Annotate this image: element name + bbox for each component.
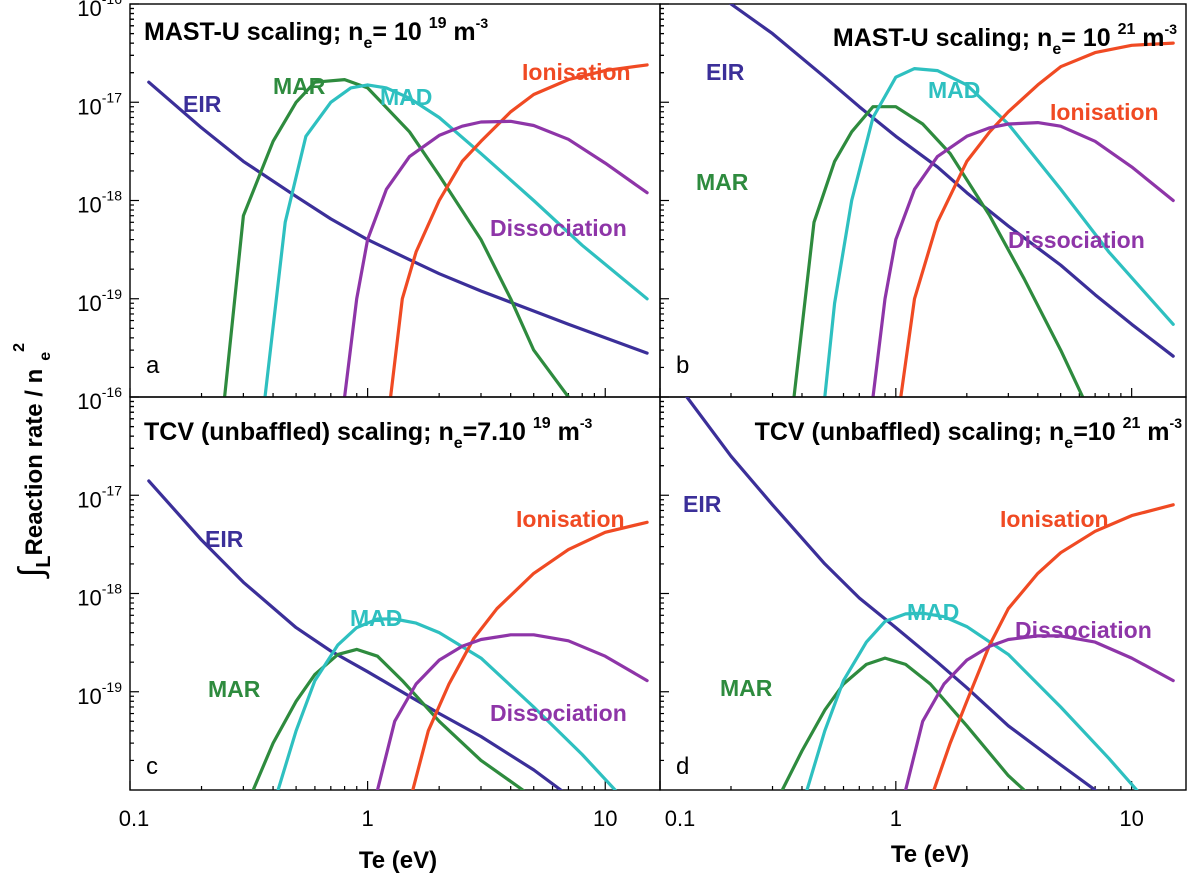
series-line-ionisation — [411, 520, 649, 790]
series-line-mad — [805, 611, 1139, 790]
series-line-dissociation — [904, 634, 1175, 790]
y-tick-label: 10-16 — [77, 384, 122, 414]
y-tick-label: 10-19 — [77, 286, 122, 316]
series-line-ionisation — [932, 503, 1175, 790]
series-line-dissociation — [871, 121, 1175, 397]
panel-d-curves — [685, 397, 1175, 790]
series-line-eir — [685, 397, 1097, 790]
series-line-mar — [251, 647, 525, 790]
panel-a-letter: a — [146, 352, 160, 379]
series-label-eir: EIR — [683, 491, 722, 517]
y-axis-e: e — [37, 352, 54, 361]
panels-group: 10-16 10-17 10-18 10-19 EIR MAR MAD Ionisation D… — [77, 0, 1187, 831]
y-axis-integral-sub: L — [33, 555, 55, 567]
panel-a-title: MAST-U scaling; ne= 10 19 m-3 — [144, 15, 488, 52]
x-tick-label: 1 — [361, 806, 373, 831]
panel-a: 10-16 10-17 10-18 10-19 EIR MAR MAD Ionisation D… — [77, 0, 661, 398]
series-line-dissociation — [375, 633, 649, 790]
series-label-ionisation: Ionisation — [1050, 99, 1159, 125]
series-label-ionisation: Ionisation — [522, 59, 631, 85]
series-label-mar: MAR — [720, 675, 773, 701]
panel-c: 10-16 10-17 10-18 10-19 0.1 1 10 EIR MAR MAD Ionis… — [77, 384, 661, 831]
series-label-ionisation: Ionisation — [516, 506, 625, 532]
series-label-mad: MAD — [907, 599, 959, 625]
series-label-mar: MAR — [696, 169, 749, 195]
series-label-eir: EIR — [183, 91, 222, 117]
x-tick-label: 0.1 — [119, 806, 150, 831]
series-label-ionisation: Ionisation — [1000, 506, 1109, 532]
panel-c-letter: c — [146, 753, 158, 780]
series-line-mad — [276, 617, 617, 790]
panel-c-frame — [129, 396, 661, 791]
panel-c-title: TCV (unbaffled) scaling; ne=7.10 19 m-3 — [144, 415, 592, 452]
series-label-dissociation: Dissociation — [1015, 617, 1152, 643]
series-line-mad — [823, 67, 1175, 397]
series-label-dissociation: Dissociation — [490, 215, 627, 241]
y-tick-label: 10-18 — [77, 581, 122, 611]
panel-b-curves — [729, 4, 1175, 397]
y-axis-sup: 2 — [11, 343, 28, 352]
panel-d: 0.1 1 10 EIR MAR MAD Ionisation Dissociation TCV… — [659, 396, 1187, 831]
series-label-mad: MAD — [928, 77, 980, 103]
x-tick-label: 10 — [593, 806, 617, 831]
series-line-mad — [263, 83, 649, 397]
panel-c-curves — [147, 479, 649, 790]
series-label-mad: MAD — [350, 605, 402, 631]
x-axis-title-right: Te (eV) — [891, 841, 969, 868]
series-label-dissociation: Dissociation — [1008, 227, 1145, 253]
y-tick-label: 10-16 — [77, 0, 122, 21]
y-tick-label: 10-18 — [77, 188, 122, 218]
series-label-mar: MAR — [208, 676, 261, 702]
x-tick-label: 0.1 — [665, 806, 696, 831]
panel-b-title: MAST-U scaling; ne= 10 21 m-3 — [833, 21, 1177, 58]
svg-text:∫LReaction rate / ne2: ∫LReaction rate / n e2 — [11, 343, 55, 579]
panel-d-title: TCV (unbaffled) scaling; ne=10 21 m-3 — [755, 415, 1183, 452]
series-line-eir — [147, 479, 563, 790]
series-line-eir — [729, 4, 1175, 358]
y-axis-integral: ∫ — [12, 566, 50, 579]
y-axis-title: ∫LReaction rate / n e2 — [11, 343, 55, 579]
x-axis-title-left: Te (eV) — [359, 847, 437, 874]
series-label-eir: EIR — [205, 526, 244, 552]
series-line-mar — [223, 78, 570, 397]
panel-b-letter: b — [676, 352, 689, 379]
series-line-ionisation — [389, 63, 649, 397]
series-label-mar: MAR — [273, 73, 326, 99]
y-tick-label: 10-17 — [77, 89, 122, 119]
series-line-eir — [147, 80, 649, 355]
panel-b: EIR MAR MAD Ionisation Dissociation MAST-U sc… — [659, 3, 1187, 398]
y-tick-label: 10-19 — [77, 679, 122, 709]
panel-d-letter: d — [676, 753, 689, 780]
series-line-mar — [780, 656, 1026, 790]
y-tick-label: 10-17 — [77, 482, 122, 512]
series-label-mad: MAD — [380, 84, 432, 110]
x-tick-label: 10 — [1119, 806, 1143, 831]
y-axis-main: Reaction rate / n — [21, 369, 48, 556]
series-line-ionisation — [899, 41, 1175, 397]
x-tick-label: 1 — [890, 806, 902, 831]
series-line-dissociation — [343, 119, 649, 397]
series-line-mar — [792, 105, 1085, 397]
panel-a-curves — [147, 63, 649, 397]
panel-d-frame — [659, 396, 1187, 791]
series-label-eir: EIR — [706, 59, 745, 85]
series-label-dissociation: Dissociation — [490, 700, 627, 726]
